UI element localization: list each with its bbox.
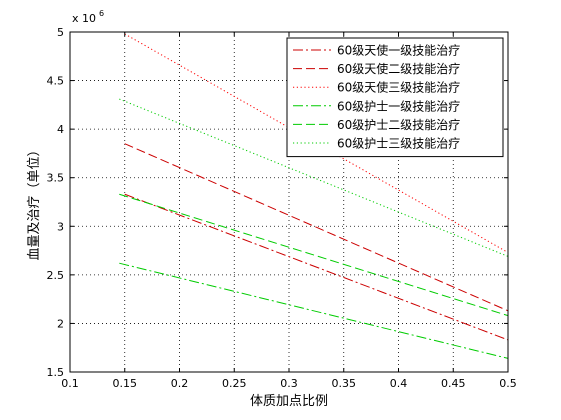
legend-entry: 60级天使二级技能治疗 (337, 61, 460, 76)
legend-entry: 60级护士一级技能治疗 (337, 99, 460, 113)
series-line (124, 143, 509, 312)
x-tick-label: 0.25 (222, 377, 247, 390)
y-multiplier-exponent: 6 (99, 9, 104, 18)
y-tick-label: 4.5 (47, 75, 65, 88)
axis-ticks: 0.1 0.15 0.2 0.25 0.3 0.35 0.4 0.45 0.5 1.5 2 2.5 3 3… (47, 26, 517, 390)
x-tick-label: 0.5 (499, 377, 517, 390)
legend-entry: 60级天使一级技能治疗 (337, 43, 460, 58)
x-axis-label: 体质加点比例 (250, 394, 328, 409)
x-tick-label: 0.15 (113, 377, 138, 390)
y-tick-label: 5 (57, 26, 64, 39)
y-tick-label: 2.5 (47, 269, 65, 282)
legend-entry: 60级天使三级技能治疗 (337, 80, 460, 95)
legend-box (286, 37, 504, 158)
y-axis-label: 血量及治疗（单位） (27, 143, 42, 260)
x-tick-label: 0.2 (171, 377, 189, 390)
y-tick-label: 2 (57, 317, 64, 330)
series-line (119, 262, 509, 359)
x-tick-label: 0.45 (441, 377, 466, 390)
y-tick-label: 1.5 (47, 366, 65, 379)
x-tick-label: 0.35 (332, 377, 357, 390)
legend-entry: 60级护士二级技能治疗 (337, 118, 460, 132)
y-multiplier: x 10 (72, 12, 96, 25)
y-tick-label: 4 (57, 123, 64, 136)
y-tick-label: 3.5 (47, 172, 65, 185)
y-tick-label: 3 (57, 220, 64, 233)
series-line (119, 98, 509, 257)
series-line (124, 193, 509, 341)
legend: 60级天使一级技能治疗 60级天使二级技能治疗 60级天使三级技能治疗 60级护士一级… (286, 37, 504, 158)
x-tick-label: 0.4 (390, 377, 408, 390)
legend-entry: 60级护士三级技能治疗 (337, 137, 460, 151)
x-tick-label: 0.1 (61, 377, 79, 390)
x-tick-label: 0.3 (280, 377, 298, 390)
series-line (119, 193, 509, 317)
